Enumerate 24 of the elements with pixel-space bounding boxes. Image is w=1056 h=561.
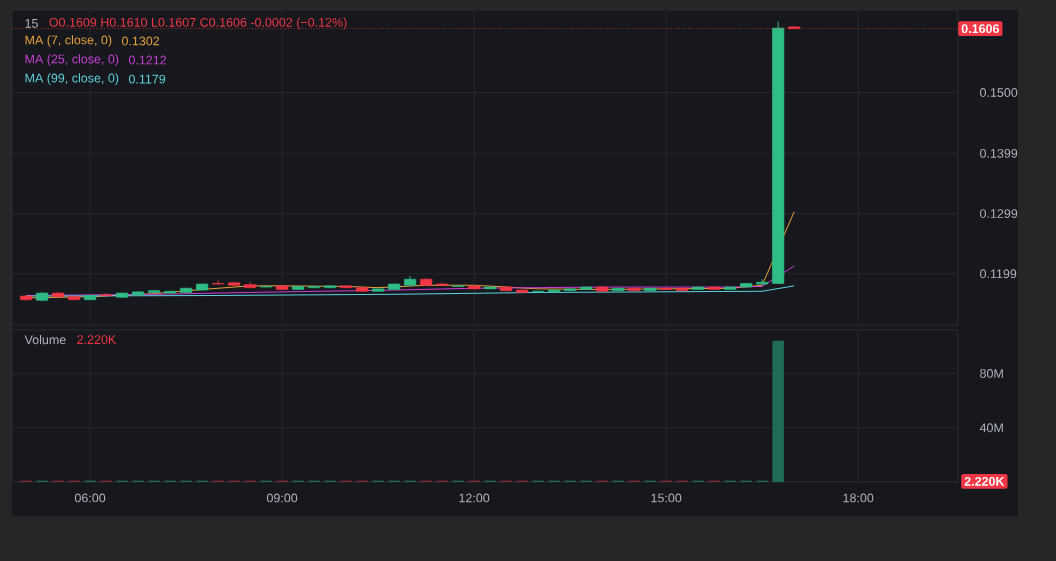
x-tick-label: 12:00: [459, 493, 490, 503]
ref-line-label: 0.1606: [961, 24, 999, 34]
text: 15: [25, 19, 38, 28]
text: MA (25, close, 0): [25, 54, 119, 66]
y-tick-label: 40M: [979, 423, 1003, 433]
y-tick-label: 0.1199: [980, 269, 1017, 279]
text: 2.220K: [964, 476, 1005, 486]
text: MA (99, close, 0): [25, 73, 119, 85]
annotation: 0.1179: [128, 74, 166, 84]
y-tick-label: 80M: [980, 369, 1003, 378]
annotation: 0.1212: [128, 55, 167, 65]
annotation: O0.1609 H0.1610 L0.1607 C0.1606 -0.0002 (−0.12%): [49, 17, 347, 30]
y-tick-label: 0.1399: [980, 148, 1018, 158]
y-tick-label: 0.1299: [980, 209, 1018, 218]
annotation: 2.220K: [77, 335, 117, 345]
annotation: 0.1302: [121, 36, 160, 46]
y-tick-label: 0.1500: [980, 88, 1018, 97]
x-tick-label: 06:00: [74, 493, 106, 503]
x-tick-label: 18:00: [843, 493, 874, 503]
x-tick-label: 09:00: [266, 493, 298, 503]
x-tick-label: 15:00: [651, 493, 682, 503]
text: MA (7, close, 0): [25, 35, 112, 47]
candlestick: [212, 279, 225, 286]
chart-title: Volume: [24, 334, 66, 345]
